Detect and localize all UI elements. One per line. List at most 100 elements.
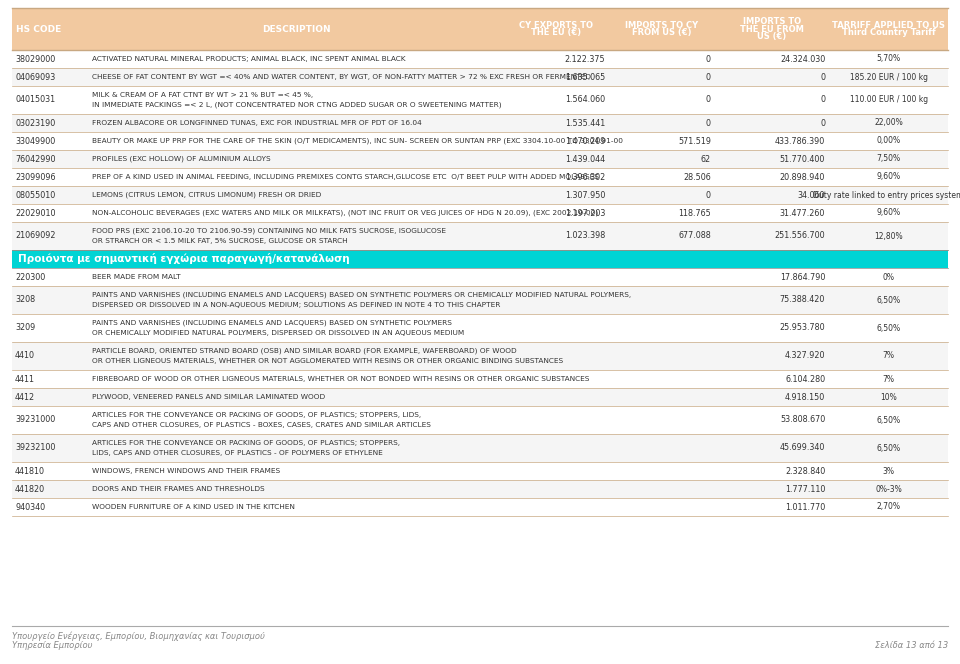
Text: IMPORTS TO: IMPORTS TO bbox=[743, 17, 801, 27]
Text: CAPS AND OTHER CLOSURES, OF PLASTICS - BOXES, CASES, CRATES AND SIMILAR ARTICLES: CAPS AND OTHER CLOSURES, OF PLASTICS - B… bbox=[92, 422, 431, 428]
Text: ARTICLES FOR THE CONVEYANCE OR PACKING OF GOODS, OF PLASTICS; STOPPERS, LIDS,: ARTICLES FOR THE CONVEYANCE OR PACKING O… bbox=[92, 412, 420, 418]
Text: 0%-3%: 0%-3% bbox=[876, 485, 902, 493]
Text: 3208: 3208 bbox=[15, 295, 36, 305]
Text: 20.898.940: 20.898.940 bbox=[780, 173, 826, 181]
Bar bbox=[12, 150, 948, 168]
Text: Προιόντα με σημαντική εγχώρια παραγωγή/κατανάλωση: Προιόντα με σημαντική εγχώρια παραγωγή/κ… bbox=[18, 254, 349, 264]
Text: WINDOWS, FRENCH WINDOWS AND THEIR FRAMES: WINDOWS, FRENCH WINDOWS AND THEIR FRAMES bbox=[92, 468, 280, 474]
Bar bbox=[12, 222, 948, 250]
Text: 0: 0 bbox=[820, 96, 826, 104]
Text: 433.786.390: 433.786.390 bbox=[775, 137, 826, 145]
Text: 251.556.700: 251.556.700 bbox=[775, 232, 826, 240]
Text: DISPERSED OR DISSOLVED IN A NON-AQUEOUS MEDIUM; SOLUTIONS AS DEFINED IN NOTE 4 T: DISPERSED OR DISSOLVED IN A NON-AQUEOUS … bbox=[92, 302, 500, 308]
Text: 1.777.110: 1.777.110 bbox=[784, 485, 826, 493]
Bar bbox=[12, 114, 948, 132]
Text: 6.104.280: 6.104.280 bbox=[785, 374, 826, 384]
Text: 571.519: 571.519 bbox=[678, 137, 711, 145]
Text: LIDS, CAPS AND OTHER CLOSURES, OF PLASTICS - OF POLYMERS OF ETHYLENE: LIDS, CAPS AND OTHER CLOSURES, OF PLASTI… bbox=[92, 450, 382, 456]
Bar bbox=[12, 286, 948, 314]
Text: OR STRARCH OR < 1.5 MILK FAT, 5% SUCROSE, GLUCOSE OR STARCH: OR STRARCH OR < 1.5 MILK FAT, 5% SUCROSE… bbox=[92, 238, 348, 244]
Text: FROM US (€): FROM US (€) bbox=[633, 28, 692, 37]
Text: 6,50%: 6,50% bbox=[876, 295, 900, 305]
Bar bbox=[12, 132, 948, 150]
Text: 1.470.209: 1.470.209 bbox=[564, 137, 605, 145]
Text: 2.328.840: 2.328.840 bbox=[785, 467, 826, 475]
Text: MILK & CREAM OF A FAT CTNT BY WT > 21 % BUT =< 45 %,: MILK & CREAM OF A FAT CTNT BY WT > 21 % … bbox=[92, 92, 313, 98]
Text: 04015031: 04015031 bbox=[15, 96, 55, 104]
Text: FIBREBOARD OF WOOD OR OTHER LIGNEOUS MATERIALS, WHETHER OR NOT BONDED WITH RESIN: FIBREBOARD OF WOOD OR OTHER LIGNEOUS MAT… bbox=[92, 376, 589, 382]
Text: OR CHEMICALLY MODIFIED NATURAL POLYMERS, DISPERSED OR DISSOLVED IN AN AQUEOUS ME: OR CHEMICALLY MODIFIED NATURAL POLYMERS,… bbox=[92, 330, 464, 336]
Text: 6,50%: 6,50% bbox=[876, 444, 900, 452]
Text: Υπηρεσία Εμπορίου: Υπηρεσία Εμπορίου bbox=[12, 641, 92, 651]
Text: PAINTS AND VARNISHES (INCLUDING ENAMELS AND LACQUERS) BASED ON SYNTHETIC POLYMER: PAINTS AND VARNISHES (INCLUDING ENAMELS … bbox=[92, 319, 451, 326]
Text: 185.20 EUR / 100 kg: 185.20 EUR / 100 kg bbox=[850, 72, 927, 82]
Text: IMPORTS TO CY: IMPORTS TO CY bbox=[626, 21, 699, 30]
Bar bbox=[12, 50, 948, 68]
Text: 7%: 7% bbox=[882, 351, 895, 361]
Bar bbox=[12, 342, 948, 370]
Bar bbox=[12, 186, 948, 204]
Bar bbox=[12, 314, 948, 342]
Text: 45.699.340: 45.699.340 bbox=[780, 444, 826, 452]
Text: 24.324.030: 24.324.030 bbox=[780, 54, 826, 64]
Bar bbox=[12, 168, 948, 186]
Text: 31.477.260: 31.477.260 bbox=[780, 208, 826, 218]
Text: 4412: 4412 bbox=[15, 392, 36, 402]
Text: 1.439.044: 1.439.044 bbox=[565, 155, 605, 163]
Text: 75.388.420: 75.388.420 bbox=[780, 295, 826, 305]
Text: 0%: 0% bbox=[882, 272, 895, 282]
Text: 940340: 940340 bbox=[15, 503, 45, 511]
Text: 0: 0 bbox=[706, 96, 711, 104]
Text: PROFILES (EXC HOLLOW) OF ALUMINIUM ALLOYS: PROFILES (EXC HOLLOW) OF ALUMINIUM ALLOY… bbox=[92, 156, 271, 162]
Bar bbox=[12, 480, 948, 498]
Text: 4.327.920: 4.327.920 bbox=[784, 351, 826, 361]
Text: 6,50%: 6,50% bbox=[876, 416, 900, 424]
Text: 220300: 220300 bbox=[15, 272, 45, 282]
Text: ARTICLES FOR THE CONVEYANCE OR PACKING OF GOODS, OF PLASTICS; STOPPERS,: ARTICLES FOR THE CONVEYANCE OR PACKING O… bbox=[92, 440, 399, 446]
Bar bbox=[12, 462, 948, 480]
Text: 51.770.400: 51.770.400 bbox=[780, 155, 826, 163]
Text: Σελίδα 13 από 13: Σελίδα 13 από 13 bbox=[875, 641, 948, 651]
Text: Third Country Tariff: Third Country Tariff bbox=[842, 28, 935, 37]
Text: 25.953.780: 25.953.780 bbox=[780, 323, 826, 333]
Text: BEAUTY OR MAKE UP PRP FOR THE CARE OF THE SKIN (O/T MEDICAMENTS), INC SUN- SCREE: BEAUTY OR MAKE UP PRP FOR THE CARE OF TH… bbox=[92, 137, 623, 144]
Text: 0: 0 bbox=[706, 54, 711, 64]
Text: 22029010: 22029010 bbox=[15, 208, 56, 218]
Text: 1.307.950: 1.307.950 bbox=[564, 191, 605, 199]
Bar bbox=[12, 8, 948, 50]
Bar bbox=[12, 498, 948, 516]
Text: TARRIFF APPLIED TO US: TARRIFF APPLIED TO US bbox=[832, 21, 945, 30]
Bar bbox=[12, 388, 948, 406]
Text: CY EXPORTS TO: CY EXPORTS TO bbox=[519, 21, 593, 30]
Text: 441820: 441820 bbox=[15, 485, 45, 493]
Text: 3%: 3% bbox=[882, 467, 895, 475]
Text: 1.635.065: 1.635.065 bbox=[564, 72, 605, 82]
Text: PREP OF A KIND USED IN ANIMAL FEEDING, INCLUDING PREMIXES CONTG STARCH,GLUCOSE E: PREP OF A KIND USED IN ANIMAL FEEDING, I… bbox=[92, 174, 599, 180]
Text: 0: 0 bbox=[706, 72, 711, 82]
Text: 39232100: 39232100 bbox=[15, 444, 56, 452]
Text: PAINTS AND VARNISHES (INCLUDING ENAMELS AND LACQUERS) BASED ON SYNTHETIC POLYMER: PAINTS AND VARNISHES (INCLUDING ENAMELS … bbox=[92, 291, 631, 298]
Text: LEMONS (CITRUS LEMON, CITRUS LIMONUM) FRESH OR DRIED: LEMONS (CITRUS LEMON, CITRUS LIMONUM) FR… bbox=[92, 192, 321, 199]
Text: WOODEN FURNITURE OF A KIND USED IN THE KITCHEN: WOODEN FURNITURE OF A KIND USED IN THE K… bbox=[92, 504, 295, 510]
Text: 1.197.203: 1.197.203 bbox=[564, 208, 605, 218]
Text: 6,50%: 6,50% bbox=[876, 323, 900, 333]
Text: 34.060: 34.060 bbox=[798, 191, 826, 199]
Text: 0: 0 bbox=[820, 118, 826, 127]
Text: 38029000: 38029000 bbox=[15, 54, 56, 64]
Text: BEER MADE FROM MALT: BEER MADE FROM MALT bbox=[92, 274, 180, 280]
Text: 76042990: 76042990 bbox=[15, 155, 56, 163]
Text: 04069093: 04069093 bbox=[15, 72, 56, 82]
Text: 7,50%: 7,50% bbox=[876, 155, 900, 163]
Text: 9,60%: 9,60% bbox=[876, 173, 900, 181]
Text: 28.506: 28.506 bbox=[684, 173, 711, 181]
Text: FOOD PRS (EXC 2106.10-20 TO 2106.90-59) CONTAINING NO MILK FATS SUCROSE, ISOGLUC: FOOD PRS (EXC 2106.10-20 TO 2106.90-59) … bbox=[92, 228, 445, 234]
Text: DESCRIPTION: DESCRIPTION bbox=[262, 25, 330, 33]
Text: US (€): US (€) bbox=[757, 31, 786, 41]
Text: FROZEN ALBACORE OR LONGFINNED TUNAS, EXC FOR INDUSTRIAL MFR OF PDT OF 16.04: FROZEN ALBACORE OR LONGFINNED TUNAS, EXC… bbox=[92, 120, 421, 126]
Text: 33049900: 33049900 bbox=[15, 137, 56, 145]
Text: 2,70%: 2,70% bbox=[876, 503, 900, 511]
Text: 5,70%: 5,70% bbox=[876, 54, 900, 64]
Text: 9,60%: 9,60% bbox=[876, 208, 900, 218]
Text: 0,00%: 0,00% bbox=[876, 137, 900, 145]
Text: 110.00 EUR / 100 kg: 110.00 EUR / 100 kg bbox=[850, 96, 927, 104]
